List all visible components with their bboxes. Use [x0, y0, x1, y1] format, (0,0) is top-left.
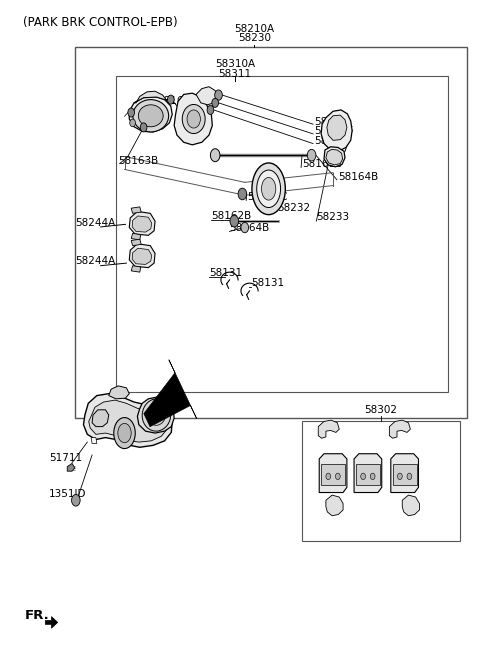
Polygon shape — [109, 386, 129, 399]
Text: 58162B: 58162B — [211, 211, 252, 221]
Circle shape — [238, 188, 247, 200]
Text: 58230: 58230 — [238, 33, 271, 43]
Polygon shape — [131, 207, 141, 214]
Ellipse shape — [252, 163, 285, 215]
Bar — [75, 47, 467, 418]
Polygon shape — [131, 239, 141, 246]
Polygon shape — [391, 454, 419, 493]
Polygon shape — [356, 464, 380, 485]
Circle shape — [307, 149, 316, 161]
Ellipse shape — [142, 398, 171, 431]
Polygon shape — [129, 244, 155, 267]
Polygon shape — [318, 420, 339, 438]
Polygon shape — [144, 360, 197, 426]
Polygon shape — [174, 93, 212, 145]
Circle shape — [72, 495, 80, 506]
Ellipse shape — [114, 417, 135, 448]
Polygon shape — [129, 212, 155, 236]
Polygon shape — [84, 394, 172, 447]
Bar — [302, 421, 459, 541]
Text: 58311: 58311 — [219, 69, 252, 79]
Text: 58232: 58232 — [277, 203, 311, 214]
Polygon shape — [327, 115, 347, 140]
Polygon shape — [319, 454, 347, 493]
Polygon shape — [324, 147, 345, 167]
Text: 58163B: 58163B — [118, 156, 158, 166]
Text: 58244A: 58244A — [75, 256, 116, 266]
Text: 1351JD: 1351JD — [49, 489, 86, 499]
Polygon shape — [402, 495, 420, 516]
Text: 58163B: 58163B — [157, 96, 197, 106]
Circle shape — [241, 223, 249, 233]
Polygon shape — [321, 464, 345, 485]
Polygon shape — [131, 234, 141, 240]
Text: 58125: 58125 — [314, 136, 347, 146]
Text: 58235C: 58235C — [247, 191, 288, 202]
Circle shape — [140, 123, 147, 132]
Text: 58164B: 58164B — [338, 173, 378, 182]
Text: 58210A: 58210A — [234, 24, 275, 34]
Polygon shape — [326, 495, 343, 516]
Circle shape — [230, 215, 239, 227]
Circle shape — [407, 473, 412, 480]
Text: 58131: 58131 — [209, 268, 242, 278]
Polygon shape — [132, 249, 152, 264]
Polygon shape — [196, 87, 217, 104]
Polygon shape — [321, 110, 352, 151]
Polygon shape — [134, 92, 168, 103]
Text: FR.: FR. — [24, 609, 49, 622]
Circle shape — [336, 473, 340, 480]
Ellipse shape — [187, 110, 200, 128]
Circle shape — [361, 473, 365, 480]
Bar — [116, 76, 447, 393]
Circle shape — [207, 105, 214, 114]
Ellipse shape — [118, 423, 131, 443]
Text: 58131: 58131 — [251, 278, 284, 288]
Ellipse shape — [182, 104, 205, 134]
Polygon shape — [91, 437, 97, 443]
Polygon shape — [92, 410, 109, 426]
Text: 58233: 58233 — [316, 212, 349, 223]
Text: 58244A: 58244A — [75, 217, 116, 228]
Polygon shape — [326, 149, 343, 165]
Text: 58164B: 58164B — [229, 223, 270, 233]
Circle shape — [128, 108, 134, 117]
Polygon shape — [45, 617, 58, 628]
Ellipse shape — [262, 177, 276, 200]
Polygon shape — [137, 397, 174, 433]
Text: 58310A: 58310A — [215, 59, 255, 69]
Text: 58125F: 58125F — [314, 127, 353, 136]
Polygon shape — [132, 216, 152, 232]
Polygon shape — [393, 464, 417, 485]
Polygon shape — [129, 97, 172, 132]
Circle shape — [215, 90, 222, 100]
Polygon shape — [389, 420, 410, 438]
Circle shape — [397, 473, 402, 480]
Circle shape — [168, 95, 174, 104]
Text: 58161B: 58161B — [302, 160, 342, 169]
Polygon shape — [131, 265, 141, 272]
Circle shape — [210, 149, 220, 162]
Ellipse shape — [147, 404, 166, 425]
Circle shape — [212, 98, 218, 107]
Polygon shape — [354, 454, 382, 493]
Polygon shape — [89, 400, 167, 442]
Circle shape — [370, 473, 375, 480]
Ellipse shape — [138, 104, 163, 127]
Text: 58314: 58314 — [314, 117, 347, 127]
Text: (PARK BRK CONTROL-EPB): (PARK BRK CONTROL-EPB) — [23, 16, 178, 29]
Circle shape — [130, 119, 135, 127]
Ellipse shape — [257, 170, 281, 208]
Text: 51711: 51711 — [49, 453, 82, 463]
Ellipse shape — [133, 99, 168, 132]
Text: 58302: 58302 — [364, 405, 397, 415]
Circle shape — [326, 473, 331, 480]
Polygon shape — [67, 463, 75, 471]
